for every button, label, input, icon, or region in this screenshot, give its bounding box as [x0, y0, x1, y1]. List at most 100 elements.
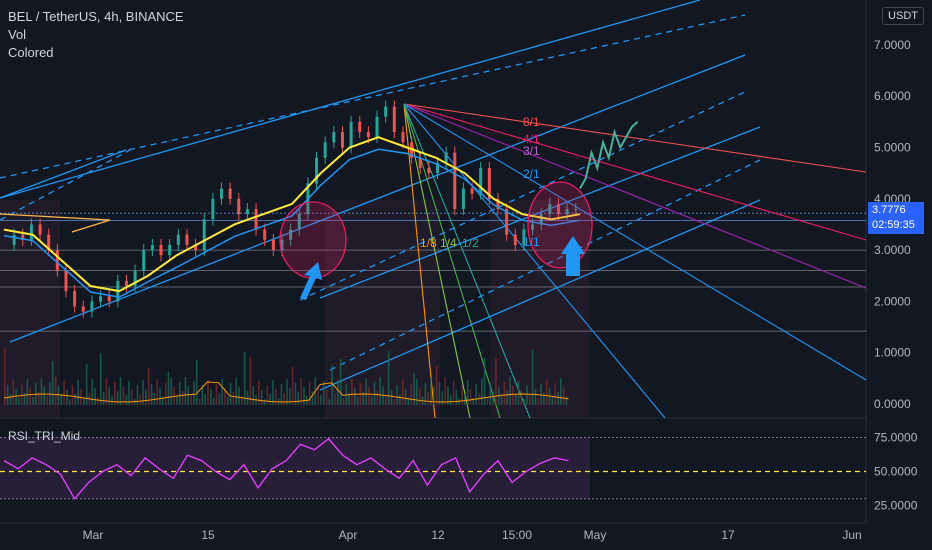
volume-bar: [427, 392, 429, 405]
fan-label-1-1: 1/1: [523, 235, 540, 249]
volume-bar: [162, 397, 164, 405]
candle-body: [340, 132, 344, 148]
candle-body: [107, 296, 111, 302]
volume-bar: [232, 392, 235, 405]
volume-bar: [528, 394, 531, 405]
volume-bar: [54, 377, 57, 405]
candle-body: [90, 301, 94, 312]
volume-bar: [280, 384, 283, 405]
volume-bar: [401, 380, 404, 405]
volume-bar: [523, 399, 525, 405]
chart-legend[interactable]: BEL / TetherUS, 4h, BINANCE Vol Colored: [8, 8, 184, 62]
volume-bar: [116, 391, 119, 405]
volume-bar: [540, 384, 542, 405]
annotations[interactable]: [279, 181, 593, 300]
volume-bar: [399, 394, 401, 405]
volume-bar: [554, 383, 556, 405]
last-price: 3.7776: [872, 204, 906, 216]
volume-bar: [224, 388, 226, 405]
candle-body: [315, 157, 319, 184]
candle-body: [548, 203, 552, 215]
pitchfork[interactable]: [0, 0, 761, 391]
volume-bar: [258, 381, 260, 405]
volume-bar: [438, 382, 441, 405]
volume-bar: [204, 394, 206, 405]
volume-bar: [444, 377, 446, 405]
time-tick: 15:00: [502, 528, 532, 542]
candle-body: [513, 234, 517, 245]
candle-body: [297, 214, 301, 230]
volume-bar: [215, 384, 218, 405]
volume-bar: [300, 378, 302, 405]
volume-bar: [26, 379, 29, 405]
volume-bar: [238, 387, 240, 405]
price-axis[interactable]: 7.00006.00005.00004.00003.00002.00001.00…: [874, 38, 918, 513]
volume-bar: [452, 381, 455, 405]
volume-bar: [517, 381, 520, 405]
volume-bar: [246, 391, 249, 405]
volume-bar: [506, 391, 508, 405]
rsi-pane: [0, 437, 866, 500]
volume-bar: [108, 387, 111, 405]
candle-body: [522, 229, 526, 245]
last-price-tag: 3.7776 02:59:35: [868, 202, 924, 234]
candle-body: [38, 224, 42, 235]
candle-body: [99, 296, 103, 302]
candle-body: [176, 234, 180, 245]
volume-bar: [243, 352, 246, 405]
price-tick: 3.0000: [874, 243, 911, 257]
volume-bar: [207, 380, 209, 405]
volume-bars: [3, 349, 569, 405]
volume-bar: [77, 380, 79, 405]
candle-body: [73, 291, 77, 307]
symbol-title[interactable]: BEL / TetherUS, 4h, BINANCE: [8, 9, 184, 24]
volume-bar: [410, 384, 413, 405]
volume-bar: [483, 358, 486, 405]
currency-button[interactable]: USDT: [882, 7, 924, 25]
volume-bar: [97, 397, 99, 405]
colored-title[interactable]: Colored: [8, 45, 54, 60]
fan-line: [403, 103, 867, 381]
projection-path[interactable]: [579, 121, 639, 190]
price-tick: 2.0000: [874, 294, 911, 308]
candle-body: [461, 188, 465, 210]
volume-bar: [74, 394, 77, 405]
candle-body: [21, 234, 25, 240]
candle-body: [211, 198, 215, 220]
fan-label-2-1: 2/1: [523, 167, 540, 181]
volume-bar: [365, 378, 367, 405]
volume-bar: [221, 379, 223, 405]
rsi-indicator-title[interactable]: RSI_TRI_Mid: [8, 429, 81, 443]
candle-body: [237, 198, 241, 215]
candle-body: [12, 234, 16, 245]
volume-bar: [337, 380, 339, 405]
volume-bar: [455, 390, 458, 405]
volume-bar: [269, 394, 271, 405]
ma-line: [3, 136, 581, 293]
volume-bar: [150, 384, 153, 405]
rsi-band: [0, 437, 590, 499]
volume-bar: [418, 388, 421, 405]
time-axis[interactable]: Mar 15 Apr 12 15:00 May 17 Jun: [83, 528, 862, 542]
volume-bar: [272, 380, 274, 405]
candle-body: [539, 214, 543, 225]
volume-bar: [46, 396, 48, 405]
volume-bar: [184, 377, 187, 405]
volume-title[interactable]: Vol: [8, 27, 27, 42]
circle-right: [527, 181, 593, 269]
volume-bar: [565, 396, 568, 405]
volume-bar: [320, 395, 322, 405]
volume-bar: [23, 393, 26, 405]
candle-body: [574, 209, 578, 211]
volume-bar: [475, 384, 477, 405]
fan-label-8-1: 8/1: [523, 115, 540, 129]
volume-bar: [353, 388, 356, 405]
volume-bar: [164, 383, 167, 405]
time-tick: Jun: [842, 528, 861, 542]
volume-bar: [480, 379, 483, 405]
price-tick: 5.0000: [874, 141, 911, 155]
volume-bar: [342, 398, 345, 405]
volume-bar: [181, 391, 184, 405]
